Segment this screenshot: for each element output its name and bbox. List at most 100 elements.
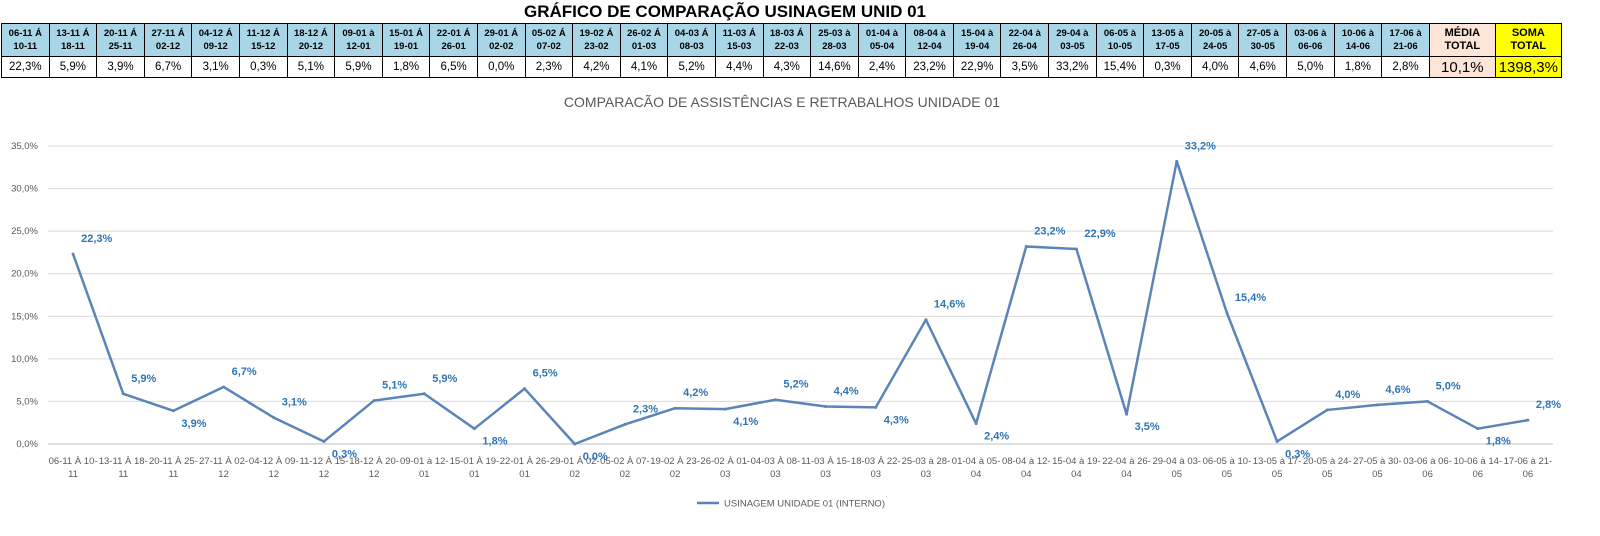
data-label: 2,8% <box>1536 399 1561 411</box>
period-value-cell: 3,1% <box>191 56 240 78</box>
period-end: 08-03 <box>679 41 704 52</box>
period-end: 14-06 <box>1345 41 1371 52</box>
data-point <box>824 405 828 409</box>
period-header-cell: 06-11 Á 10-11 <box>1 23 50 57</box>
y-tick-label: 10,0% <box>11 354 38 365</box>
y-tick-label: 35,0% <box>11 141 38 152</box>
period-value-cell: 4,0% <box>1190 56 1240 78</box>
period-end: 09-12 <box>203 41 228 52</box>
data-label: 5,2% <box>783 379 808 391</box>
period-value-cell: 23,2% <box>905 56 954 78</box>
x-tick-label-line2: 12 <box>369 469 380 480</box>
data-point <box>1074 247 1078 251</box>
period-value-cell: 1,8% <box>381 56 431 78</box>
x-tick-label: 18-12 À 20- <box>349 456 399 467</box>
chart-gridlines <box>48 145 1553 445</box>
data-label: 3,1% <box>282 397 307 409</box>
period-header-cell: 20-05 à 24-05 <box>1190 23 1240 57</box>
period-start: 04-03 Á <box>674 28 709 39</box>
period-end: 17-05 <box>1155 41 1180 52</box>
x-tick-label-line2: 03 <box>870 469 881 480</box>
period-end: 06-06 <box>1298 41 1323 52</box>
period-value-cell: 4,1% <box>619 56 669 78</box>
period-header-cell: 27-05 à 30-05 <box>1238 23 1288 57</box>
x-tick-label: 11-12 À 15- <box>299 456 348 467</box>
data-point <box>472 427 476 431</box>
period-end: TOTAL <box>1444 40 1481 52</box>
data-point <box>773 398 777 402</box>
period-value-cell: 5,0% <box>1286 56 1335 78</box>
period-header-cell: 11-03 Á 15-03 <box>714 23 764 57</box>
x-tick-label: 10-06 à 14- <box>1453 456 1502 467</box>
x-tick-label-line2: 04 <box>1021 469 1032 480</box>
period-end: 01-03 <box>631 41 657 52</box>
period-start: 20-05 à <box>1199 28 1232 39</box>
period-end: 25-11 <box>108 41 133 52</box>
x-tick-label: 26-02 À 01- <box>700 456 750 467</box>
period-end: 12-04 <box>917 41 942 52</box>
period-header-cell: 13-11 Á 18-11 <box>48 23 98 57</box>
period-start: 27-11 Á <box>151 28 185 39</box>
period-start: 15-01 Á <box>389 28 423 39</box>
period-header-cell: 04-03 Á 08-03 <box>667 23 716 57</box>
data-label: 3,9% <box>181 418 206 430</box>
data-point <box>1275 439 1279 443</box>
series-line <box>71 160 1529 446</box>
data-point <box>1476 427 1480 431</box>
period-value-cell: 6,5% <box>429 56 478 78</box>
chart-svg: COMPARACÃO DE ASSISTÊNCIAS E RETRABALHOS… <box>11 94 1561 510</box>
period-start: 06-11 Á <box>8 28 42 39</box>
period-value-cell: 1,8% <box>1333 56 1383 78</box>
data-label: 6,5% <box>533 368 558 380</box>
period-header-cell: 22-04 à 26-04 <box>1000 23 1050 57</box>
data-label: 4,0% <box>1335 389 1360 401</box>
period-start: 29-01 Á <box>484 28 519 39</box>
period-header-cell: 29-01 Á 02-02 <box>476 23 526 57</box>
comparison-table: 06-11 Á 10-11 13-11 Á 18-11 20-11 Á 25-11 27-1… <box>1 23 1562 78</box>
x-tick-label: 08-04 à 12- <box>1002 456 1051 467</box>
data-point <box>322 439 326 443</box>
data-label: 4,4% <box>834 386 859 398</box>
data-label: 33,2% <box>1185 140 1216 152</box>
data-point <box>372 399 376 403</box>
x-tick-label: 15-01 À 19- <box>450 456 500 467</box>
period-start: 17-06 à <box>1389 28 1422 39</box>
x-tick-label: 09-01 à 12- <box>400 456 449 467</box>
x-tick-label: 22-04 à 26- <box>1102 456 1151 467</box>
data-label: 15,4% <box>1235 292 1266 304</box>
x-tick-label-line2: 12 <box>268 469 279 480</box>
x-tick-label-line2: 03 <box>720 469 731 480</box>
chart-series <box>71 159 1530 446</box>
x-tick-label-line2: 02 <box>620 469 631 480</box>
period-value-cell: 4,4% <box>714 56 764 78</box>
x-tick-label: 11-03 À 15- <box>801 456 850 467</box>
y-tick-label: 20,0% <box>11 269 38 280</box>
x-tick-label-line2: 02 <box>569 469 580 480</box>
chart-legend: USINAGEM UNIDADE 01 (INTERNO) <box>697 499 885 510</box>
y-tick-label: 15,0% <box>11 311 38 322</box>
data-point <box>171 409 175 413</box>
period-header-cell: 15-01 Á 19-01 <box>381 23 431 57</box>
period-start: 11-03 Á <box>722 28 756 39</box>
line-chart: COMPARACÃO DE ASSISTÊNCIAS E RETRABALHOS… <box>0 80 1600 536</box>
x-tick-label: 27-05 à 30- <box>1353 456 1402 467</box>
data-label: 22,3% <box>81 233 112 245</box>
x-tick-label: 17-06 à 21- <box>1504 456 1553 467</box>
period-value-cell: 22,3% <box>1 56 50 78</box>
x-tick-label-line2: 03 <box>820 469 831 480</box>
data-label: 4,1% <box>733 416 758 428</box>
period-end: 20-12 <box>298 41 324 52</box>
period-header-cell: 05-02 Á 07-02 <box>524 23 574 57</box>
period-start: 20-11 Á <box>103 28 138 39</box>
data-point <box>1024 244 1028 248</box>
period-header-cell: 26-02 Á 01-03 <box>619 23 669 57</box>
period-end: 07-02 <box>536 41 561 52</box>
data-point <box>1225 311 1229 315</box>
x-tick-label-line2: 06 <box>1523 469 1534 480</box>
period-start: 01-04 à <box>865 28 899 39</box>
period-header-cell: 01-04 à 05-04 <box>857 23 907 57</box>
x-tick-label-line2: 12 <box>319 469 330 480</box>
x-tick-label: 06-11 À 10- <box>49 456 98 467</box>
data-label: 2,3% <box>633 403 658 415</box>
x-tick-label: 27-11 À 02- <box>199 456 248 467</box>
